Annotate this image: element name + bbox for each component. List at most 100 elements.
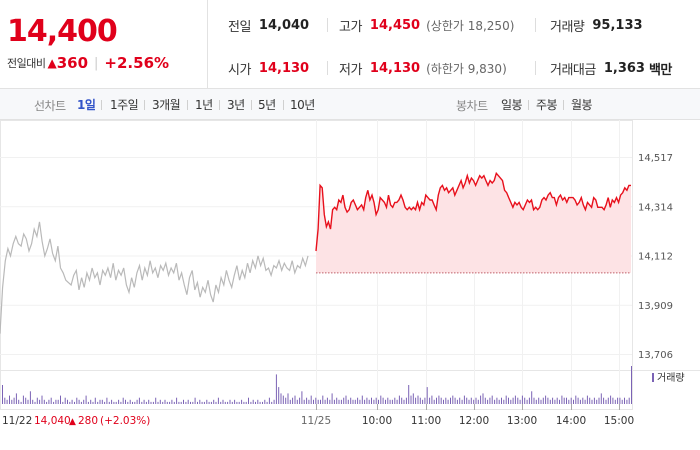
volume-bar <box>505 395 507 404</box>
volume-bar <box>371 397 372 404</box>
volume-bar <box>129 399 131 404</box>
volume-bar <box>292 397 294 404</box>
up-arrow-icon: ▲ <box>47 56 57 70</box>
volume-bar <box>600 393 602 404</box>
volume-bar <box>359 399 361 404</box>
volume-bar <box>97 401 99 404</box>
volume-bar <box>64 397 66 404</box>
volume-bar <box>9 395 10 404</box>
volume-bar <box>183 399 184 404</box>
volume-bar <box>621 399 623 404</box>
volume-bar <box>614 399 616 404</box>
volume-bar <box>245 401 247 404</box>
volume-bar <box>593 397 595 404</box>
volume-bar <box>125 399 126 404</box>
tab-weekly-candle[interactable]: 주봉 <box>536 98 558 112</box>
volume-bar <box>524 397 526 404</box>
volume-bar <box>255 401 256 404</box>
volume-bar <box>157 401 159 404</box>
volume-bar <box>322 395 324 404</box>
volume-bar <box>148 399 150 404</box>
tab-daily-candle[interactable]: 일봉 <box>501 98 523 112</box>
volume-bar <box>598 397 600 404</box>
volume-bar <box>36 397 38 404</box>
volume-bar <box>13 397 15 404</box>
volume-bar <box>25 397 27 404</box>
volume-bar <box>18 399 20 404</box>
volume-bar <box>540 399 542 404</box>
volume-bar <box>99 399 101 404</box>
volume-value: 95,133 <box>592 18 643 33</box>
tab-3m[interactable]: 3개월 <box>152 98 181 112</box>
volume-bar <box>573 399 574 404</box>
divider <box>563 100 564 110</box>
volume-bar <box>612 397 614 404</box>
volume-bar <box>489 397 491 404</box>
volume-bar <box>336 397 338 404</box>
volume-bar <box>227 401 229 404</box>
divider <box>535 61 536 75</box>
volume-bar <box>429 397 431 404</box>
volume-bar <box>373 399 375 404</box>
current-price: 14,400 <box>7 14 118 49</box>
divider <box>327 61 328 75</box>
open-price: 시가 14,130 <box>228 59 309 78</box>
volume-bar <box>496 397 498 404</box>
volume-bar <box>364 399 366 404</box>
volume-bar <box>268 397 270 404</box>
volume-bar <box>308 399 310 404</box>
volume-bar <box>243 401 245 404</box>
prev-day-change: 280 <box>78 415 98 427</box>
volume-bar <box>199 399 201 404</box>
tab-5y[interactable]: 5년 <box>258 98 276 112</box>
divider <box>187 100 188 110</box>
tab-10y[interactable]: 10년 <box>290 98 315 112</box>
volume-bar <box>229 399 231 404</box>
tab-1y[interactable]: 1년 <box>195 98 213 112</box>
volume-bar <box>531 391 533 404</box>
volume-bar <box>452 395 454 404</box>
volume-bar <box>69 401 71 404</box>
high-price: 고가 14,450 (상한가 18,250) <box>339 16 514 35</box>
volume-bar <box>454 397 456 404</box>
prev-close-label: 전일 <box>228 20 251 35</box>
volume-bar <box>280 393 282 404</box>
volume-bar <box>180 401 182 404</box>
volume-bar <box>577 397 579 404</box>
prev-close-value: 14,040 <box>258 18 310 33</box>
prev-day-arrow-icon: ▲ <box>69 417 76 427</box>
volume-bar <box>171 399 173 404</box>
tab-1w[interactable]: 1주일 <box>110 98 139 112</box>
volume-bar <box>357 397 359 404</box>
volume-bar <box>424 397 426 404</box>
volume-bar <box>410 395 412 404</box>
volume-bar <box>417 395 419 404</box>
volume-bar <box>289 399 291 404</box>
tab-3y[interactable]: 3년 <box>227 98 245 112</box>
volume-bar <box>143 399 145 404</box>
volume-bar <box>366 397 368 404</box>
low-price: 저가 14,130 (하한가 9,830) <box>339 59 507 78</box>
price-change-value: 360 <box>56 54 89 72</box>
volume-bar <box>436 397 437 404</box>
y-tick-label: 14,517 <box>638 153 673 164</box>
volume-bar <box>517 397 519 404</box>
volume-bar <box>628 397 630 404</box>
volume-bar <box>422 399 424 404</box>
volume-bar <box>450 397 451 404</box>
y-tick-label: 14,112 <box>638 252 673 263</box>
x-tick-label: 12:00 <box>459 415 489 427</box>
volume-bar <box>498 399 500 404</box>
volume-bar <box>470 397 472 404</box>
volume-bar <box>20 401 22 404</box>
intraday-chart: 14,517 14,314 14,112 13,909 13,706 11/25 10:0… <box>0 120 700 450</box>
volume-bar <box>74 401 75 404</box>
volume-bar <box>563 397 565 404</box>
tab-monthly-candle[interactable]: 월봉 <box>571 98 593 112</box>
volume-bar <box>190 401 191 404</box>
volume-bar <box>278 387 280 404</box>
volume-bar <box>162 401 164 404</box>
volume-bar <box>138 397 140 404</box>
tab-1d[interactable]: 1일 <box>77 98 96 112</box>
volume-bar <box>259 401 261 404</box>
